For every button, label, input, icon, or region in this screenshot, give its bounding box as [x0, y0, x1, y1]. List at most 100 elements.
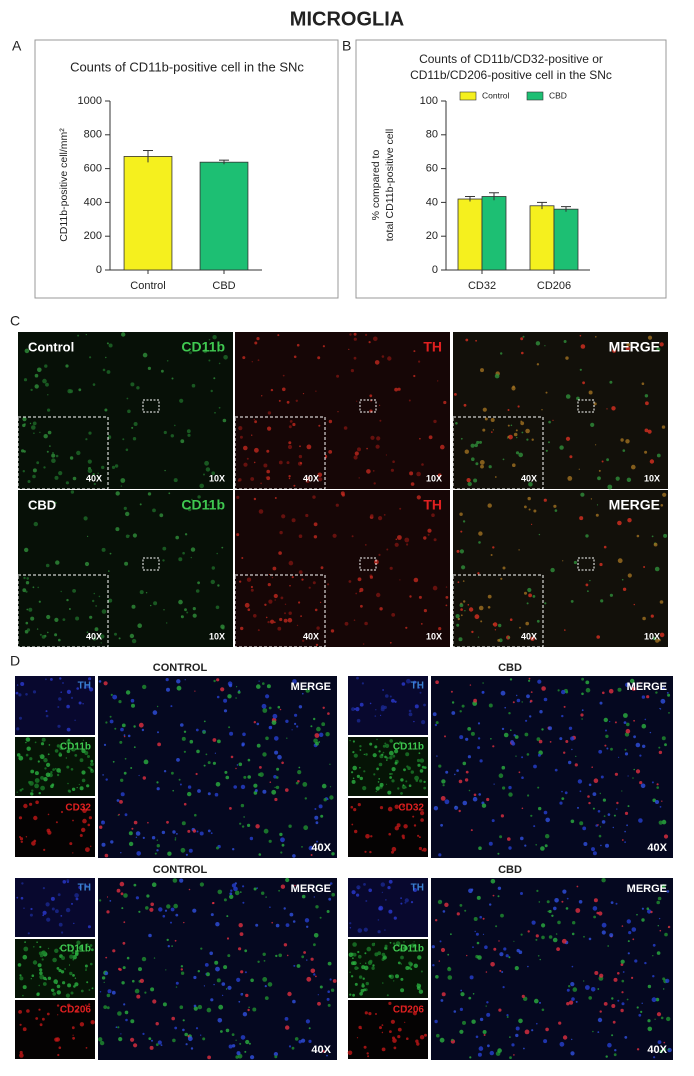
speckle [130, 698, 135, 703]
speckle [563, 340, 567, 343]
speckle [432, 964, 435, 967]
speckle [228, 683, 233, 688]
speckle [553, 906, 557, 911]
speckle [536, 1022, 538, 1025]
speckle [248, 1006, 250, 1008]
speckle [474, 930, 476, 933]
speckle [409, 471, 414, 476]
speckle [281, 761, 284, 765]
speckle [651, 535, 654, 538]
speckle [395, 538, 398, 541]
speckle [603, 815, 606, 817]
speckle [666, 1016, 671, 1022]
speckle [217, 739, 221, 744]
speckle [83, 516, 88, 521]
speckle [131, 604, 136, 609]
speckle [620, 963, 624, 966]
speckle [27, 480, 31, 483]
speckle [457, 581, 460, 584]
speckle [56, 744, 61, 748]
speckle [662, 1047, 667, 1052]
speckle [369, 394, 373, 398]
speckle [313, 522, 318, 527]
speckle [353, 808, 357, 812]
speckle [565, 356, 569, 360]
speckle [536, 363, 540, 366]
speckle [356, 885, 361, 890]
speckle [182, 1019, 185, 1022]
speckle [278, 399, 281, 402]
speckle [180, 439, 185, 444]
speckle [47, 408, 51, 412]
speckle [180, 847, 186, 853]
speckle [478, 846, 482, 850]
speckle [633, 768, 635, 771]
speckle [366, 469, 371, 474]
speckle [280, 596, 284, 600]
speckle [454, 393, 457, 396]
speckle [472, 796, 478, 802]
speckle [250, 585, 253, 589]
speckle [310, 968, 316, 974]
speckle [53, 979, 58, 984]
speckle [175, 986, 178, 988]
speckle [520, 421, 525, 426]
speckle [303, 951, 306, 954]
speckle [170, 921, 172, 924]
speckle [17, 963, 22, 967]
speckle [527, 496, 531, 501]
speckle [440, 444, 445, 450]
speckle [357, 928, 363, 933]
speckle [243, 445, 248, 451]
speckle [326, 997, 330, 1001]
speckle [308, 845, 314, 851]
speckle [512, 385, 515, 389]
speckle [659, 342, 664, 347]
speckle [171, 771, 174, 775]
speckle [60, 970, 65, 974]
speckle [153, 957, 156, 959]
speckle [54, 1037, 59, 1042]
speckle [277, 705, 281, 709]
speckle [187, 433, 191, 437]
speckle [37, 586, 39, 589]
speckle [400, 955, 404, 960]
speckle [155, 1043, 159, 1046]
speckle [275, 776, 279, 779]
speckle [408, 967, 411, 969]
speckle [477, 955, 482, 960]
speckle [161, 369, 164, 373]
speckle [287, 991, 292, 997]
speckle [486, 797, 490, 802]
speckle [205, 467, 211, 472]
speckle [123, 921, 126, 924]
speckle [39, 953, 44, 958]
speckle [42, 982, 47, 986]
speckle [527, 930, 530, 933]
speckle [88, 766, 92, 770]
speckle [381, 355, 385, 358]
speckle [627, 805, 630, 808]
speckle [69, 971, 73, 976]
y-tick-label: 400 [84, 196, 102, 208]
bar [123, 156, 173, 271]
bar [529, 205, 555, 271]
speckle [21, 882, 24, 885]
speckle [641, 918, 645, 922]
speckle [52, 992, 56, 996]
speckle [119, 800, 123, 804]
speckle [99, 825, 103, 829]
speckle [73, 985, 76, 988]
speckle [595, 336, 597, 338]
speckle [617, 972, 620, 975]
speckle [131, 703, 135, 708]
speckle [228, 1044, 233, 1049]
speckle [282, 387, 286, 392]
speckle [93, 482, 96, 486]
speckle [373, 482, 376, 485]
speckle [173, 478, 178, 483]
speckle [606, 458, 609, 462]
speckle [190, 1047, 194, 1050]
speckle [521, 431, 524, 434]
speckle [38, 600, 41, 603]
